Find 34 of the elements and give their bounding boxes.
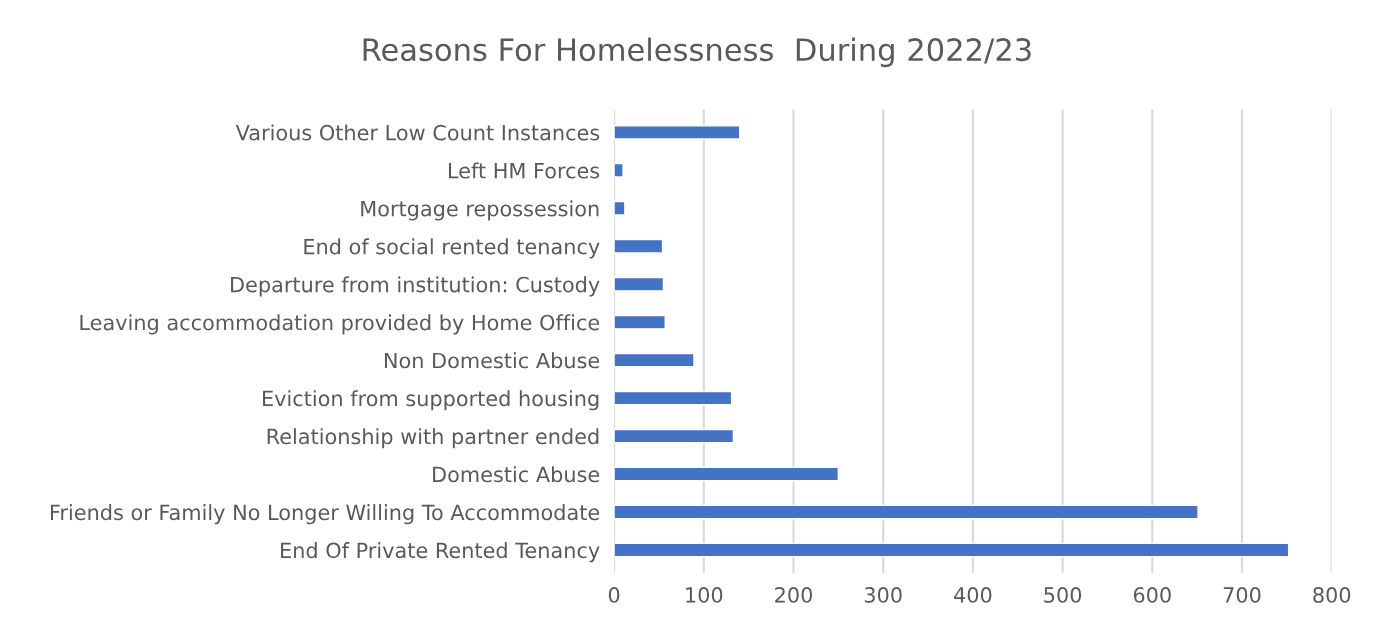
y-tick-label: Various Other Low Count Instances [235,124,600,141]
bar [614,428,735,444]
y-tick-label: Eviction from supported housing [263,390,599,411]
x-tick-label: 400 [954,587,992,603]
bar [614,276,665,292]
x-tick-label: 600 [1133,587,1171,603]
y-tick-label: Friends or Family No Longer Willing To Accommodate [50,504,600,525]
x-tick-label: 300 [864,587,902,603]
bar [614,352,695,368]
y-tick-label: Departure from institution: Custody [231,276,600,297]
x-tick-label: 200 [775,587,812,603]
x-tick-label: 700 [1223,587,1261,603]
bar [614,124,741,140]
chart-title: Reasons For Homelessness During 2022/23 [363,37,1031,68]
bar [614,200,626,216]
bar [614,542,1290,558]
x-tick-label: 0 [608,587,620,603]
y-tick-label: End Of Private Rented Tenancy [281,542,600,563]
bar [614,314,666,330]
bar [614,504,1199,520]
y-tick-label: Relationship with partner ended [267,428,599,449]
y-tick-label: Non Domestic Abuse [384,352,600,369]
bar [614,390,733,406]
x-tick-label: 500 [1044,587,1082,603]
y-tick-label: Mortgage repossession [361,200,599,221]
y-tick-label: Domestic Abuse [433,466,600,483]
x-tick-label: 100 [686,587,723,603]
y-tick-label: Left HM Forces [448,162,600,179]
x-tick-label: 800 [1313,587,1351,603]
bar [614,162,624,178]
y-tick-label: End of social rented tenancy [304,238,600,259]
bar [614,238,664,254]
y-tick-label: Leaving accommodation provided by Home Office [80,314,600,335]
bar [614,466,840,482]
